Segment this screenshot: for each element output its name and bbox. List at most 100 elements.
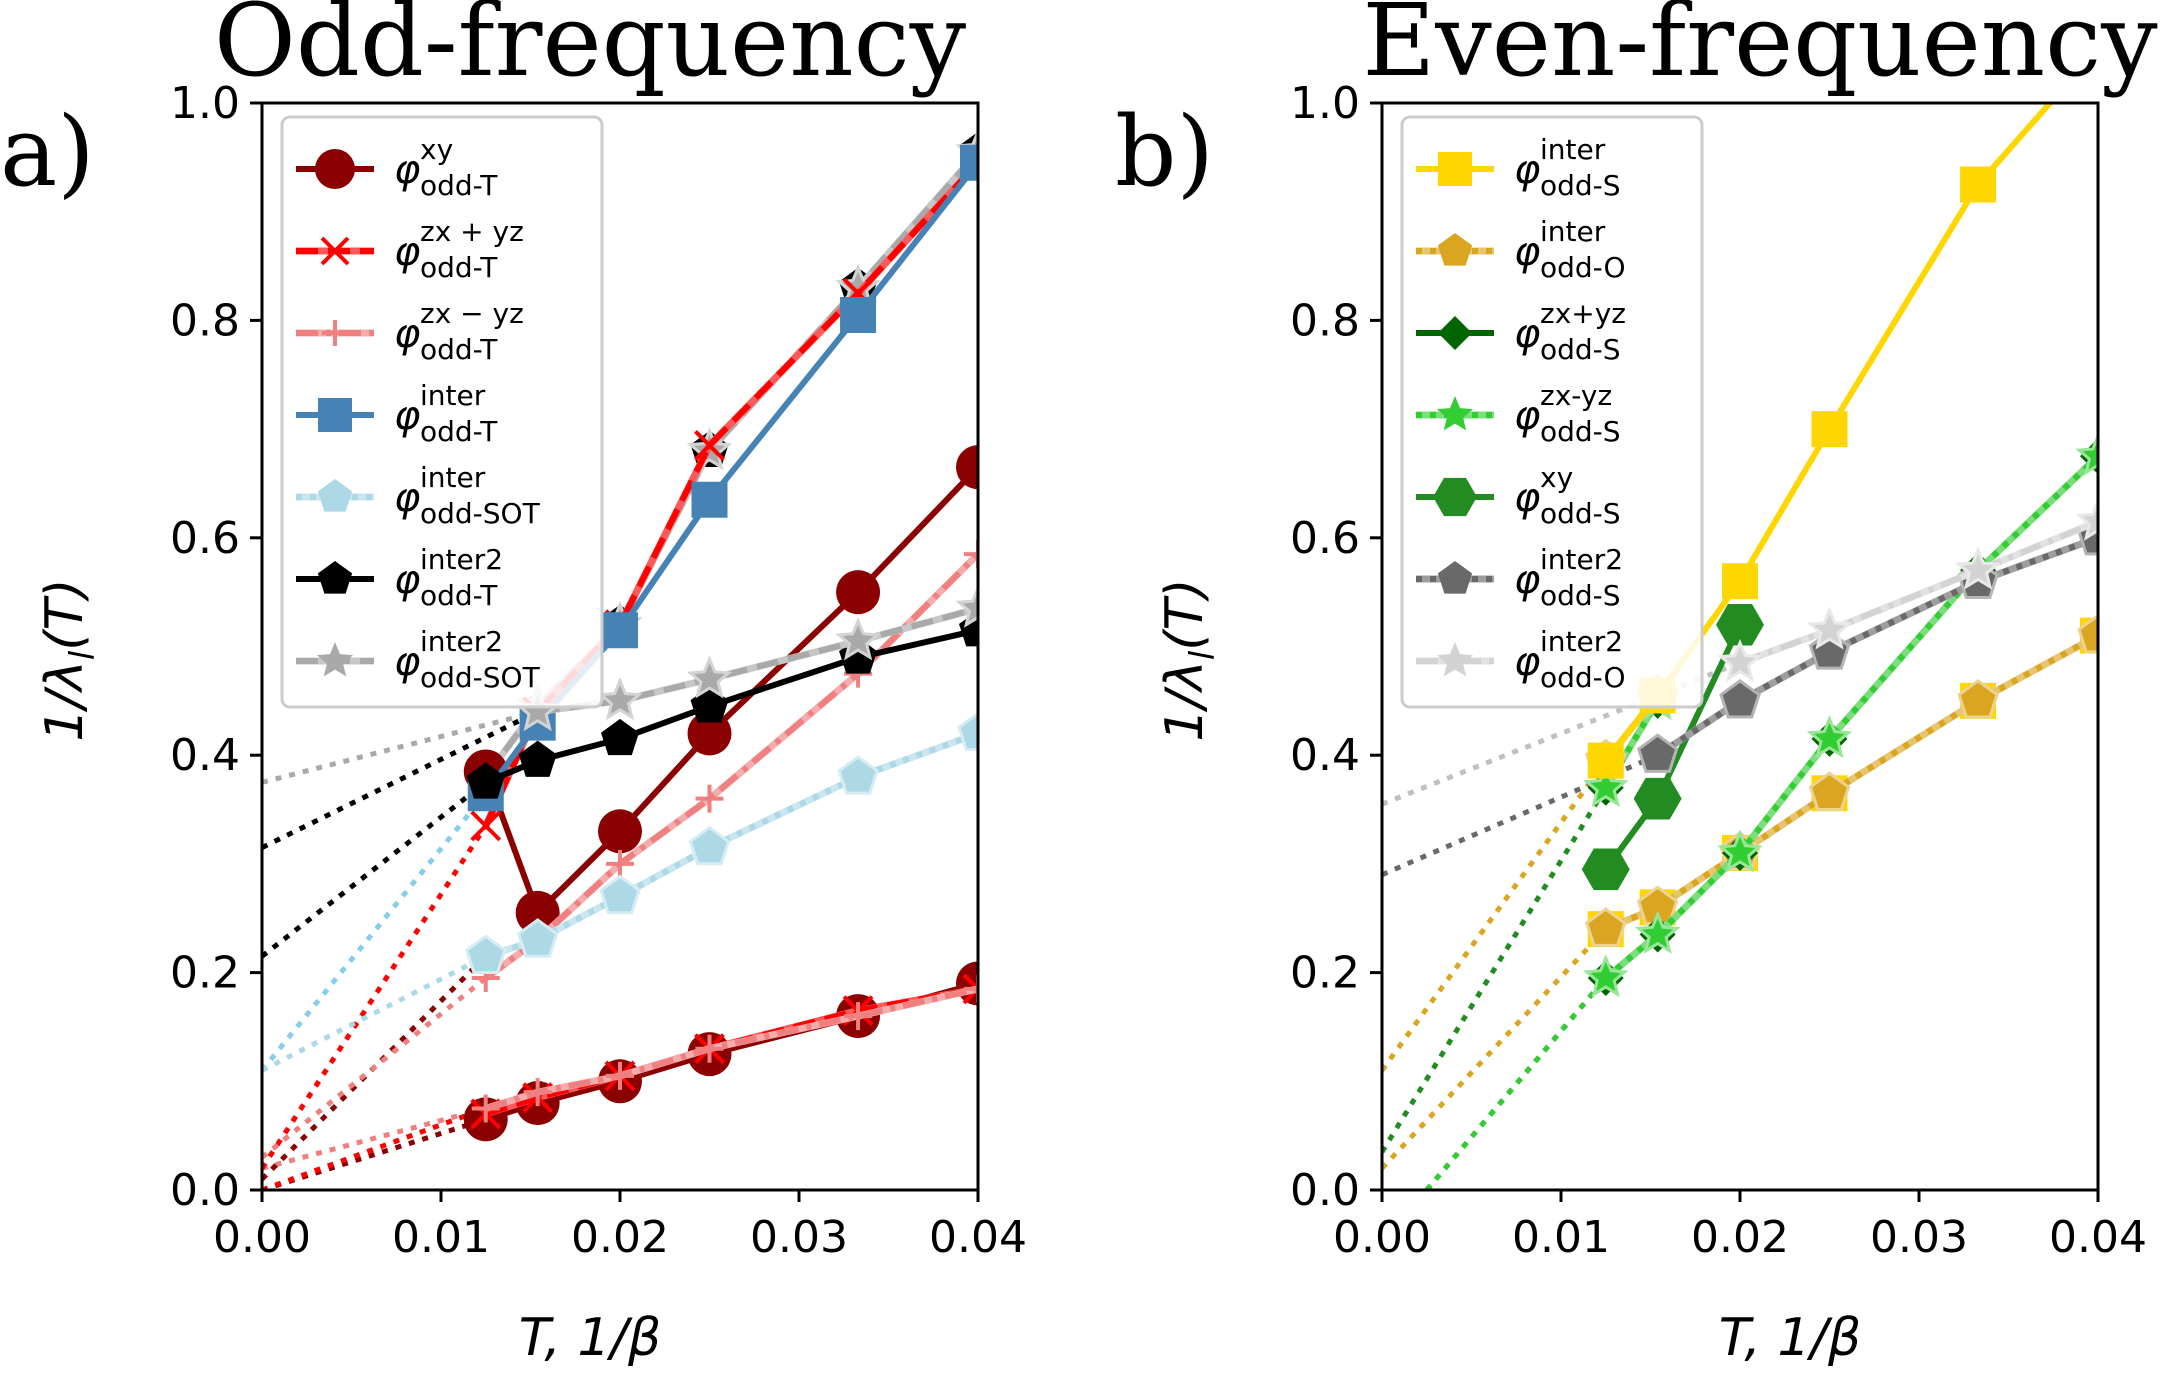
y-tick-label: 1.0 <box>1290 78 1360 129</box>
legend-symbol: φ <box>1514 147 1540 193</box>
series-0-point <box>1587 742 1624 779</box>
legend-superscript: xy <box>1540 461 1573 494</box>
legend-subscript: odd-SOT <box>420 661 541 694</box>
series-0-point <box>1960 166 1997 203</box>
panel-a-label: a) <box>0 96 95 208</box>
y-tick-label: 0.4 <box>170 730 240 781</box>
panel-b-axes: 0.00 0.01 0.02 0.03 0.04 0.0 0.2 0.4 0.6 0.8 1.0 <box>1290 78 2147 1263</box>
series-3-point <box>691 481 728 518</box>
legend-subscript: odd-T <box>420 333 498 366</box>
legend-symbol: φ <box>394 147 420 193</box>
series-0-point <box>956 445 978 490</box>
extra-series-1-line <box>484 985 978 1117</box>
x-tick-label: 0.01 <box>1512 1212 1610 1263</box>
series-4-point <box>464 934 507 974</box>
series-4-point <box>1716 603 1764 646</box>
series-6-point <box>597 676 643 721</box>
extra-series-2-point <box>695 1034 724 1063</box>
series-6-point <box>1955 546 2001 590</box>
legend-box <box>280 115 604 709</box>
extrapolation-line <box>262 1116 487 1190</box>
series-5-point <box>1719 678 1761 719</box>
legend-subscript: odd-S <box>1540 333 1621 366</box>
extrapolation-line <box>262 780 488 959</box>
series-6-line <box>1738 518 2098 666</box>
legend-swatch-marker <box>1433 477 1477 517</box>
panel-a-plot-area <box>262 128 978 1190</box>
series-6-point <box>835 617 881 661</box>
x-tick-label: 0.03 <box>750 1212 848 1263</box>
series-1-point <box>1957 678 1999 719</box>
extrapolation-line <box>262 954 487 1073</box>
extrapolation-line <box>262 1106 487 1171</box>
legend-swatch-marker <box>318 398 352 432</box>
y-tick-label: 0.6 <box>170 513 240 564</box>
extrapolation-line <box>1382 927 1608 1170</box>
legend-subscript: odd-T <box>420 579 498 612</box>
x-tick-label: 0.01 <box>392 1212 490 1263</box>
series-0-point <box>1811 411 1848 448</box>
y-tick-label: 0.8 <box>1290 295 1360 346</box>
legend-subscript: odd-O <box>1540 251 1626 284</box>
series-6-point <box>1717 638 1763 683</box>
series-2-point <box>695 784 724 813</box>
series-1-point <box>2077 613 2098 654</box>
panel-b-x-axis-label: T, 1/β <box>1719 1308 1861 1368</box>
series-6-point <box>686 655 733 699</box>
extrapolation-line <box>262 791 488 1073</box>
legend-symbol: φ <box>394 311 420 357</box>
legend-symbol: φ <box>1514 557 1540 603</box>
legend-subscript: odd-S <box>1540 497 1621 530</box>
legend-box <box>1400 115 1704 709</box>
series-4-point <box>957 711 978 752</box>
series-4-point <box>688 825 731 866</box>
panel-b-y-tail: (T) <box>1155 578 1215 650</box>
series-2-point <box>606 849 634 878</box>
x-tick-label: 0.04 <box>2049 1212 2147 1263</box>
legend-swatch-marker <box>320 236 350 266</box>
extra-series-2-point <box>471 1094 500 1123</box>
series-4-point <box>837 755 879 795</box>
legend-superscript: inter2 <box>420 625 503 658</box>
legend-superscript: zx − yz <box>420 297 524 330</box>
panel-a-y-lambda: λ <box>35 660 95 694</box>
legend-symbol: φ <box>394 393 420 439</box>
legend-superscript: zx + yz <box>420 215 524 248</box>
series-4-point <box>516 918 559 958</box>
legend-swatch-marker <box>316 642 354 677</box>
series-1-point <box>1584 907 1627 947</box>
series-6-point <box>955 584 978 628</box>
extrapolation-line <box>262 709 539 785</box>
extrapolation-line <box>262 976 488 1160</box>
legend-subscript: odd-S <box>1540 169 1621 202</box>
x-tick-label: 0.03 <box>1870 1212 1968 1263</box>
x-tick-label: 0.00 <box>213 1212 311 1263</box>
extra-series-1-point <box>962 973 978 1005</box>
y-tick-label: 0.8 <box>170 295 240 346</box>
legend-superscript: inter2 <box>420 543 503 576</box>
panel-b-title: Even-frequency <box>1362 0 2158 99</box>
legend-superscript: zx+yz <box>1540 297 1626 330</box>
panel-a: Odd-frequency a) 0.00 0.01 0.02 0.03 0.040.0… <box>0 0 1027 1368</box>
legend-superscript: inter <box>1540 133 1606 166</box>
legend-symbol: φ <box>1514 311 1540 357</box>
legend-superscript: xy <box>420 133 453 166</box>
series-4-point <box>1633 777 1682 820</box>
extra-series-2-point <box>523 1078 552 1107</box>
panel-a-title: Odd-frequency <box>214 0 967 99</box>
x-tick-label: 0.00 <box>1333 1212 1431 1263</box>
y-tick-label: 0.2 <box>1290 948 1360 999</box>
legend-superscript: inter <box>1540 215 1606 248</box>
series-5-point <box>601 718 639 756</box>
legend-superscript: zx-yz <box>1540 379 1612 412</box>
panel-b-y-axis-label: 1/λl(T) <box>1155 578 1223 741</box>
